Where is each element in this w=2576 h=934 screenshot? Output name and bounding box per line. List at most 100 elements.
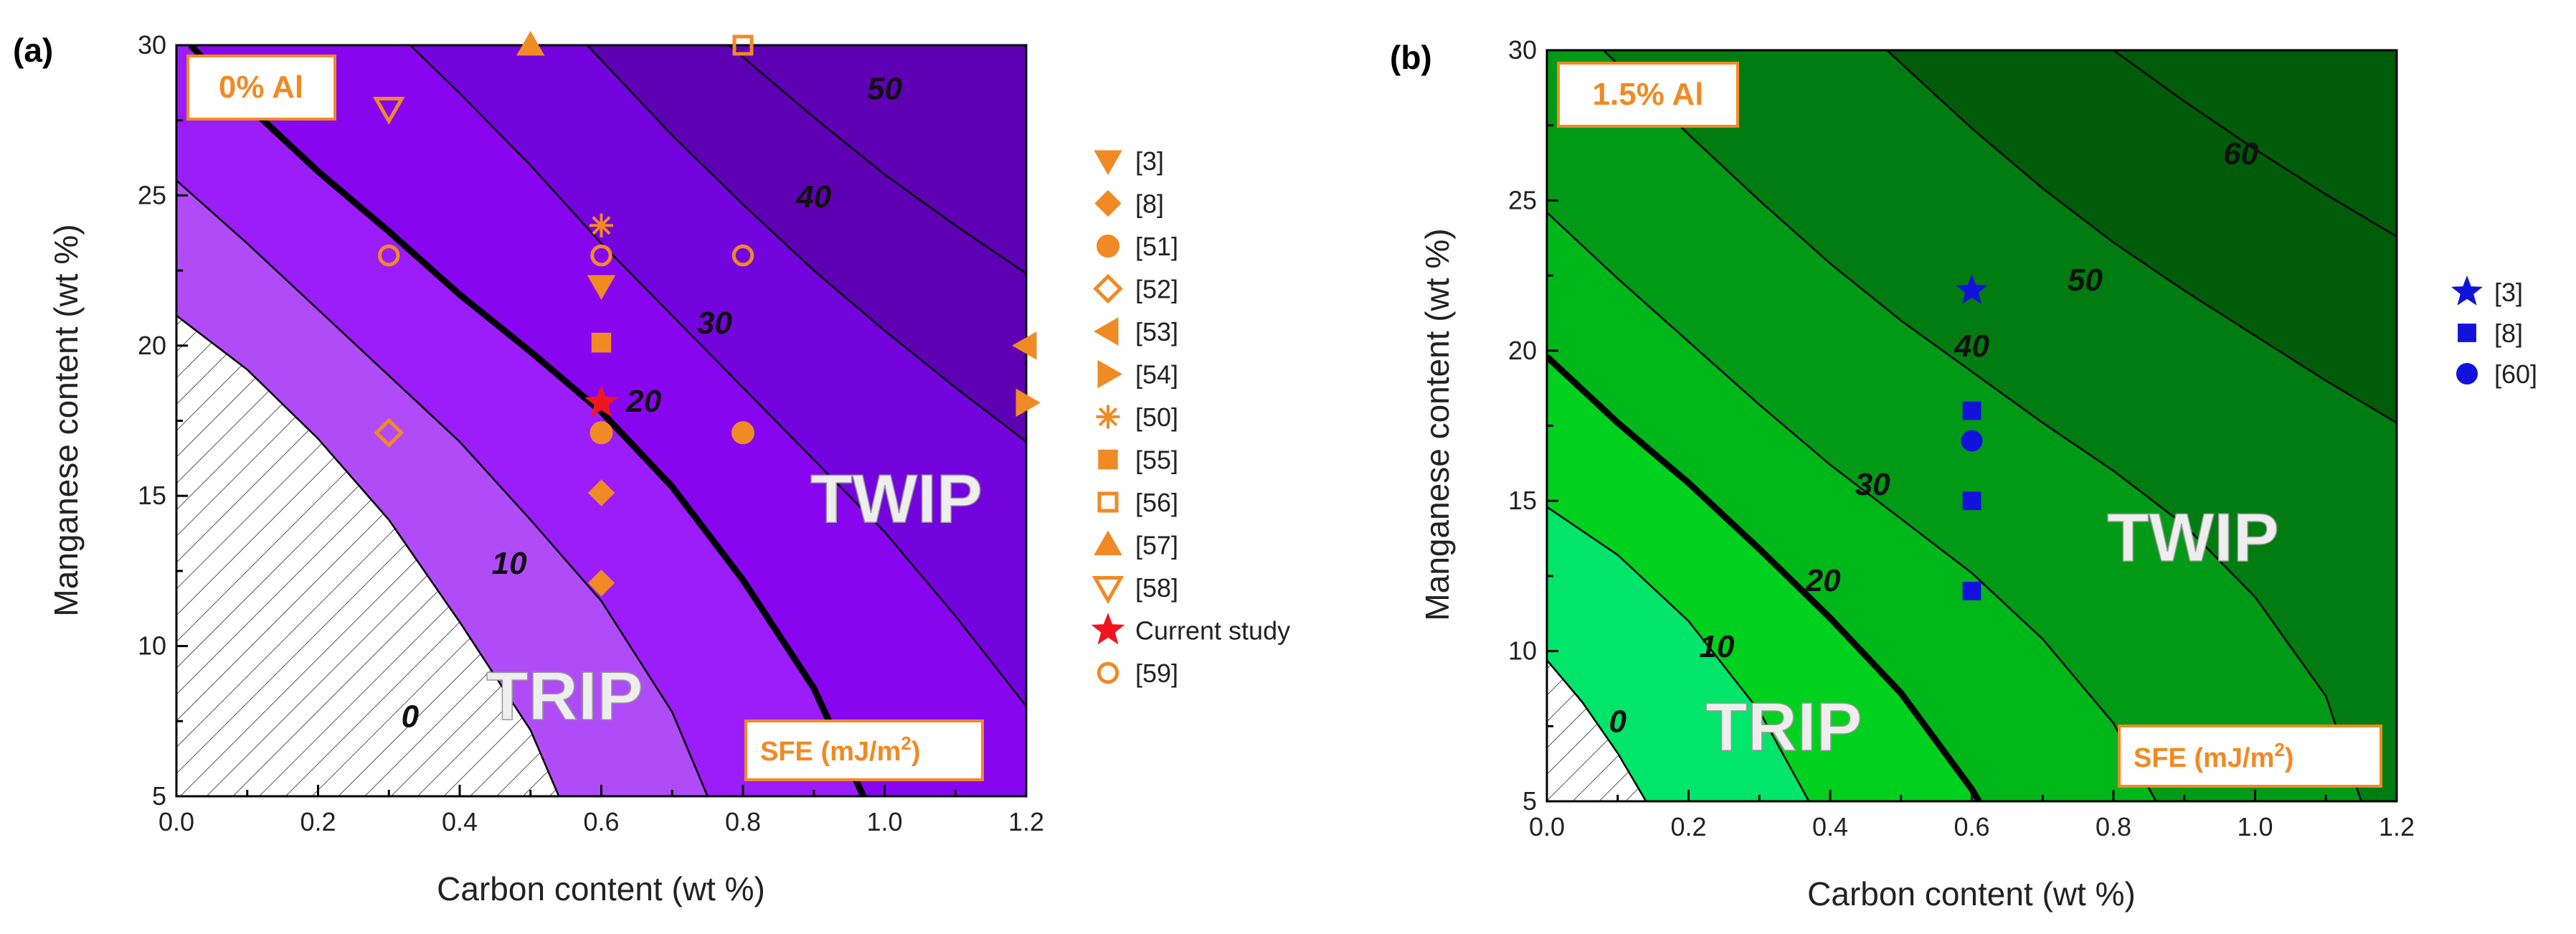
panel-a-point-currentstudy	[584, 385, 618, 418]
panel-b-title: 1.5% Al	[1593, 77, 1704, 112]
panel-a-legend-marker	[1097, 359, 1123, 389]
panel-b-ticks: 0.0 0.2 0.4 0.6 0.8 1.0 1.2 5 10 15 20 25 30	[1508, 35, 2415, 841]
panel-b-title-box: 1.5% Al	[1557, 62, 1739, 128]
panel-b-xtick-label: 0.8	[2096, 812, 2131, 841]
panel-a-legend-label: [8]	[1135, 189, 1164, 219]
panel-a-ylabel: Manganese content (wt %)	[47, 224, 85, 616]
panel-a-contour-line-40	[586, 45, 1026, 443]
panel-a-legend-marker	[1097, 235, 1119, 258]
panel-b-legend-label: [8]	[2494, 319, 2523, 348]
panel-a-legend-label: [3]	[1135, 146, 1164, 176]
panel-a-band-50	[729, 45, 1026, 274]
panel-a-unit-box: SFE (mJ/m2)	[744, 720, 984, 781]
panel-a-contour-label-40: 40	[795, 179, 831, 214]
panel-a-legend-marker	[1097, 661, 1119, 684]
panel-a-hatched-region	[176, 315, 559, 796]
panel-a-point-55	[591, 332, 612, 353]
panel-a-title: 0% Al	[219, 70, 303, 105]
panel-a-point-54	[1015, 388, 1041, 418]
panel-b-twip-label: TWIP	[2107, 499, 2279, 576]
panel-b-hatched-region	[1547, 660, 1647, 801]
panel-a-legend-label: [50]	[1135, 402, 1178, 432]
panel-a-trip-label: TRIP	[486, 658, 643, 735]
panel-a-legend-marker	[1093, 273, 1123, 304]
panel-b-ytick-label: 30	[1508, 35, 1537, 65]
panel-a-legend-label: [52]	[1135, 275, 1178, 304]
panel-a-ytick-label: 15	[138, 481, 166, 510]
panel-b-contour-line-30	[1547, 212, 2157, 801]
panel-a-xtick-label: 1.2	[1008, 807, 1044, 836]
panel-b: (b) 0.0 0.2 0.4 0.6 0.8 1.0 1.2 5 10 15 20 25 30 0 10…	[1390, 35, 2537, 912]
panel-b-ytick-label: 5	[1523, 786, 1537, 816]
panel-a-xtick-label: 1.0	[866, 807, 902, 836]
panel-b-trip-label: TRIP	[1705, 689, 1862, 765]
panel-a-legend: [3] [8] [51] [52] [53] [54] [50] [55] [56] [57] [5…	[1091, 146, 1290, 688]
panel-a-point-59	[731, 244, 754, 267]
panel-b-legend-marker	[2450, 275, 2483, 306]
panel-b-contour-line-20	[1547, 354, 1982, 801]
panel-a-legend-marker	[1094, 189, 1122, 217]
panel-b-markers	[1956, 273, 1988, 600]
panel-a-ytick-label: 5	[152, 781, 166, 811]
panel-b-label: (b)	[1390, 39, 1432, 76]
panel-b-band-60	[2113, 50, 2397, 237]
panel-b-contour-label-50: 50	[2068, 263, 2103, 298]
panel-a-point-52	[374, 418, 404, 448]
panel-a-legend-marker	[1096, 405, 1120, 429]
panel-a-point-51	[589, 421, 613, 445]
panel-b-contour-label-20: 20	[1805, 563, 1841, 598]
panel-b-plot-area	[1547, 50, 2397, 801]
panel-a-legend-label: [54]	[1135, 360, 1178, 390]
panel-b-xlabel: Carbon content (wt %)	[1807, 875, 2136, 912]
panel-a-legend-label: Current study	[1135, 616, 1290, 646]
panel-a-legend-marker	[1093, 317, 1119, 346]
panel-a-legend-marker	[1091, 612, 1125, 645]
panel-a-legend-label: [59]	[1135, 659, 1178, 688]
panel-a-contour-line-10	[176, 179, 709, 796]
panel-b-point-3	[1956, 273, 1988, 304]
panel-b-xtick-label: 0.6	[1954, 812, 1989, 841]
panel-a-contour-line-30	[409, 45, 1026, 707]
panel-b-contour-line-40	[1603, 50, 2362, 801]
panel-a-contour-labels: 0 10 20 30 40 50	[402, 71, 903, 734]
panel-a-unit-label: SFE (mJ/m2)	[760, 732, 921, 767]
panel-b-point-8	[1962, 491, 1981, 511]
panel-b-contour-line-60	[2113, 50, 2397, 237]
panel-a-twip-label: TWIP	[810, 461, 982, 537]
panel-a-point-53	[1011, 331, 1037, 360]
panel-a-ytick-label: 30	[138, 30, 166, 60]
panel-a-xlabel: Carbon content (wt %)	[437, 870, 765, 907]
panel-b-contour-line-0	[1547, 659, 1647, 801]
panel-a-xtick-label: 0.0	[158, 807, 194, 836]
panel-b-unit-box: SFE (mJ/m2)	[2118, 725, 2382, 788]
panel-b-xtick-label: 0.0	[1529, 812, 1565, 841]
panel-a-contour-label-10: 10	[492, 546, 527, 581]
panel-a-ytick-label: 10	[138, 631, 166, 661]
panel-a-point-50	[589, 213, 613, 237]
panel-b-contour-label-10: 10	[1700, 629, 1735, 664]
panel-a-point-59	[378, 244, 400, 267]
panel-b-ylabel: Manganese content (wt %)	[1419, 228, 1456, 621]
panel-a-point-56	[732, 34, 754, 56]
panel-b-point-60	[1961, 430, 1983, 452]
panel-b-legend: [3] [8] [60]	[2450, 275, 2537, 389]
panel-a-legend-marker	[1094, 530, 1122, 555]
panel-b-legend-label: [3]	[2494, 278, 2523, 307]
panel-a-legend-marker	[1098, 449, 1118, 470]
panel-b-contour-labels: 0 10 20 30 40 50 60	[1609, 136, 2259, 740]
panel-b-contour-label-30: 30	[1855, 467, 1890, 502]
panel-b-xtick-label: 0.2	[1670, 812, 1706, 841]
panel-b-xtick-label: 1.2	[2379, 812, 2415, 841]
panel-a-label: (a)	[13, 32, 53, 69]
panel-a-point-58	[372, 96, 405, 125]
panel-b-contour-label-40: 40	[1954, 329, 1989, 364]
panel-a-legend-label: [57]	[1135, 531, 1178, 560]
panel-a-title-box: 0% Al	[186, 55, 336, 121]
panel-a: (a) 0.0 0.2 0.4 0.6 0.8 1.0 1.2 5 10 15 20 25 30 0 10…	[13, 30, 1290, 907]
panel-a-contour-line-0	[176, 314, 560, 796]
panel-b-contour-line-10	[1547, 506, 1810, 801]
panel-a-markers	[372, 30, 1041, 597]
panel-b-legend-marker	[2458, 324, 2476, 342]
panel-b-ytick-label: 20	[1508, 336, 1537, 365]
panel-a-xtick-label: 0.4	[442, 807, 478, 836]
